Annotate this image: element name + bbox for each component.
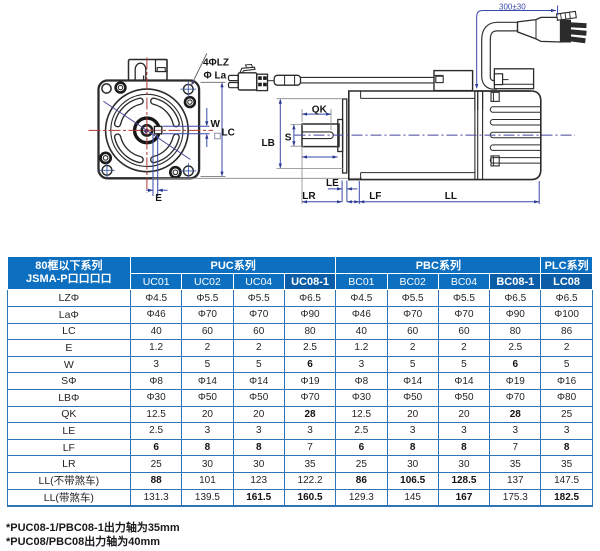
svg-text:LE: LE: [326, 178, 339, 189]
svg-text:300±30: 300±30: [499, 2, 526, 11]
svg-text:LR: LR: [302, 191, 316, 202]
svg-text:QK: QK: [312, 104, 328, 115]
svg-text:LB: LB: [262, 138, 275, 149]
svg-text:LC: LC: [222, 128, 235, 139]
svg-text:E: E: [155, 193, 162, 204]
svg-text:S: S: [285, 133, 292, 144]
svg-text:LL: LL: [445, 191, 457, 202]
svg-text:LF: LF: [369, 191, 381, 202]
svg-text:4ΦLZ: 4ΦLZ: [203, 58, 229, 69]
svg-text:Φ La: Φ La: [204, 71, 227, 82]
svg-text:W: W: [211, 119, 221, 130]
